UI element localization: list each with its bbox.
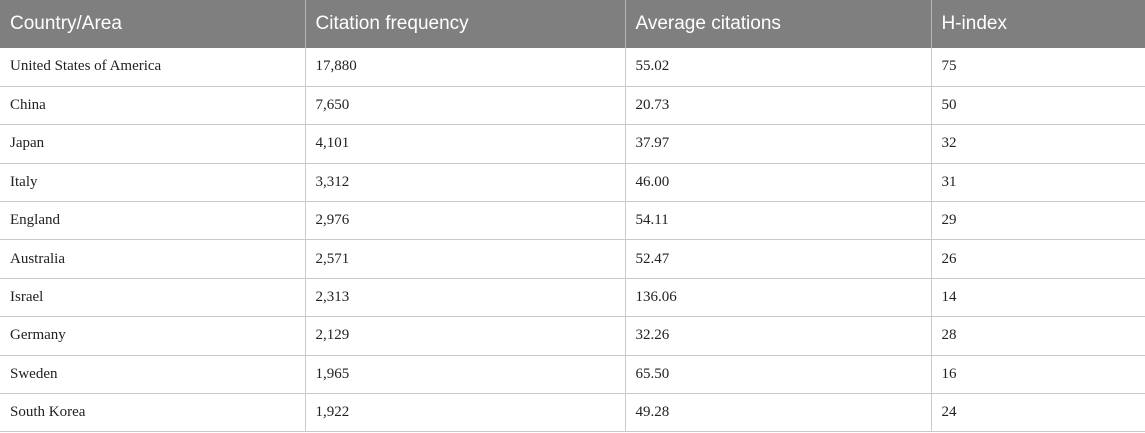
cell-country: China — [0, 86, 306, 126]
cell-country: Germany — [0, 316, 306, 356]
table-row: Italy 3,312 46.00 31 — [0, 163, 1145, 203]
header-h-index: H-index — [941, 13, 1007, 34]
header-row: Country/Area Citation frequency Average … — [0, 0, 1145, 48]
cell-citation-frequency: 2,976 — [305, 201, 626, 241]
cell-citation-frequency: 7,650 — [305, 86, 626, 126]
cell-citation-frequency: 17,880 — [305, 48, 626, 87]
cell-average-citations: 49.28 — [625, 393, 932, 433]
cell-h-index: 29 — [931, 201, 1145, 241]
cell-country: Italy — [0, 163, 306, 203]
cell-average-citations: 65.50 — [625, 355, 932, 395]
cell-citation-frequency: 2,571 — [305, 239, 626, 279]
cell-citation-frequency: 1,965 — [305, 355, 626, 395]
cell-citation-frequency: 2,129 — [305, 316, 626, 356]
cell-country: Sweden — [0, 355, 306, 395]
table-row: Germany 2,129 32.26 28 — [0, 316, 1145, 356]
cell-h-index: 50 — [931, 86, 1145, 126]
cell-average-citations: 55.02 — [625, 48, 932, 87]
cell-average-citations: 37.97 — [625, 124, 932, 164]
cell-average-citations: 20.73 — [625, 86, 932, 126]
cell-h-index: 26 — [931, 239, 1145, 279]
cell-citation-frequency: 3,312 — [305, 163, 626, 203]
cell-average-citations: 52.47 — [625, 239, 932, 279]
header-country: Country/Area — [0, 0, 306, 48]
cell-country: Japan — [0, 124, 306, 164]
table-row: Israel 2,313 136.06 14 — [0, 278, 1145, 318]
cell-country: United States of America — [0, 48, 306, 87]
cell-h-index: 32 — [931, 124, 1145, 164]
cell-citation-frequency: 4,101 — [305, 124, 626, 164]
table-header: Country/Area Citation frequency Average … — [0, 0, 1145, 48]
table-row: Japan 4,101 37.97 32 — [0, 124, 1145, 164]
cell-h-index: 24 — [931, 393, 1145, 433]
cell-h-index: 28 — [931, 316, 1145, 356]
table-body: United States of America 17,880 55.02 75… — [0, 48, 1145, 433]
table-row: China 7,650 20.73 50 — [0, 86, 1145, 126]
cell-average-citations: 46.00 — [625, 163, 932, 203]
table-row: Sweden 1,965 65.50 16 — [0, 355, 1145, 395]
cell-h-index: 16 — [931, 355, 1145, 395]
cell-average-citations: 32.26 — [625, 316, 932, 356]
cell-h-index: 31 — [931, 163, 1145, 203]
cell-citation-frequency: 2,313 — [305, 278, 626, 318]
header-citation-frequency: Citation frequency — [305, 0, 626, 48]
cell-country: South Korea — [0, 393, 306, 433]
table-row: Australia 2,571 52.47 26 — [0, 239, 1145, 279]
table-row: England 2,976 54.11 29 — [0, 201, 1145, 241]
cell-country: Israel — [0, 278, 306, 318]
table-row: South Korea 1,922 49.28 24 — [0, 393, 1145, 433]
cell-country: Australia — [0, 239, 306, 279]
cell-average-citations: 54.11 — [625, 201, 932, 241]
cell-citation-frequency: 1,922 — [305, 393, 626, 433]
cell-country: England — [0, 201, 306, 241]
cell-h-index: 14 — [931, 278, 1145, 318]
cell-h-index: 75 — [931, 48, 1145, 87]
table-row: United States of America 17,880 55.02 75 — [0, 48, 1145, 87]
header-average-citations: Average citations — [625, 0, 932, 48]
cell-average-citations: 136.06 — [625, 278, 932, 318]
